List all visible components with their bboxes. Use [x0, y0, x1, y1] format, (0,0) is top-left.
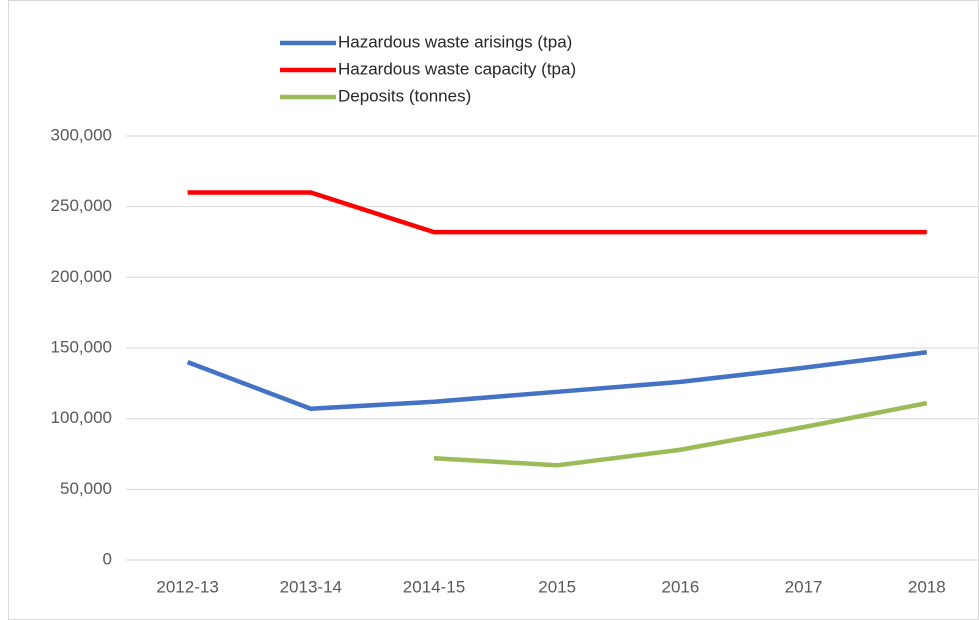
chart-frame — [8, 0, 979, 620]
x-tick-label: 2015 — [538, 577, 576, 596]
y-tick-label: 250,000 — [51, 196, 112, 215]
x-tick-label: 2014-15 — [403, 577, 465, 596]
legend-label: Deposits (tonnes) — [338, 86, 471, 105]
y-tick-label: 50,000 — [60, 479, 112, 498]
y-tick-label: 300,000 — [51, 125, 112, 144]
y-tick-label: 100,000 — [51, 408, 112, 427]
x-tick-label: 2016 — [661, 577, 699, 596]
y-tick-label: 150,000 — [51, 337, 112, 356]
legend-label: Hazardous waste capacity (tpa) — [338, 59, 576, 78]
x-tick-label: 2012-13 — [156, 577, 218, 596]
y-tick-label: 200,000 — [51, 267, 112, 286]
legend-label: Hazardous waste arisings (tpa) — [338, 32, 572, 51]
series-line — [187, 190, 927, 235]
x-tick-label: 2013-14 — [280, 577, 342, 596]
y-tick-label: 0 — [103, 549, 112, 568]
series-line — [433, 400, 928, 468]
x-tick-label: 2017 — [785, 577, 823, 596]
x-tick-label: 2018 — [908, 577, 946, 596]
series-line — [186, 350, 928, 412]
